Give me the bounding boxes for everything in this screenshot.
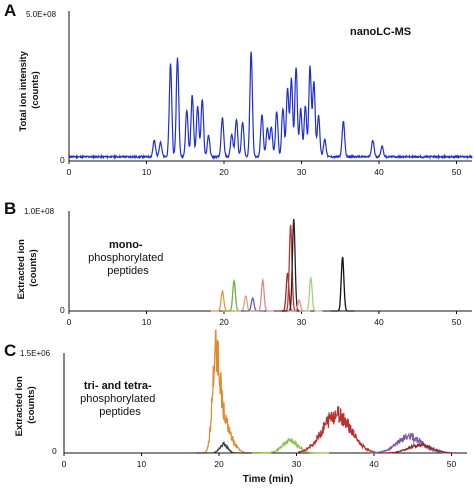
panel-c-x-tick-label: 10 <box>137 459 147 469</box>
panel-c-x-tick-label: 20 <box>214 459 224 469</box>
panel-a: A 5.0E+08 0 Total ion intensity (counts)… <box>4 1 473 177</box>
panel-b-series-line-1 <box>210 289 234 312</box>
panel-a-total-ion-trace <box>68 51 473 160</box>
panel-b-series-line-2 <box>222 278 246 312</box>
panel-a-ymax-label: 5.0E+08 <box>26 10 57 19</box>
panel-a-ymin-label: 0 <box>60 155 65 165</box>
panel-b-letter: B <box>4 199 16 218</box>
panel-b-ymax-label: 1.0E+08 <box>24 207 55 216</box>
panel-a-x-tick-label: 0 <box>67 167 72 177</box>
panel-b-series-line-10 <box>299 275 323 312</box>
panel-c-series-line-3 <box>251 437 330 454</box>
panel-a-x-ticks: 0 10 20 30 40 50 <box>67 161 462 177</box>
panel-c-ymin-label: 0 <box>52 446 57 456</box>
panel-c-ymax-label: 1.5E+06 <box>20 349 51 358</box>
panel-b-series-line-11 <box>330 256 355 312</box>
panel-b: B 1.0E+08 0 Extracted ion (counts) mono-… <box>4 199 472 327</box>
panel-c-annotation: tri- and tetra- phosphorylated peptides <box>80 376 160 418</box>
panel-b-ylabel-line1: Extracted ion <box>16 239 27 299</box>
panel-b-series-line-5 <box>251 277 274 312</box>
panel-c-series <box>195 329 460 454</box>
panel-a-x-tick-label: 10 <box>142 167 152 177</box>
panel-a-ylabel: Total ion intensity (counts) <box>18 48 41 131</box>
panel-c-series-line-1 <box>195 329 269 454</box>
panel-b-ylabel-line2: (counts) <box>28 249 39 286</box>
panel-b-x-tick-label: 50 <box>452 317 462 327</box>
panel-b-annotation-line1: mono- <box>109 239 143 251</box>
panel-c-ylabel-line2: (counts) <box>26 386 37 423</box>
panel-b-ymin-label: 0 <box>60 305 65 315</box>
panel-a-x-tick-label: 40 <box>374 167 384 177</box>
panel-c-x-tick-label: 40 <box>369 459 379 469</box>
panel-a-x-tick-label: 30 <box>297 167 307 177</box>
panel-c-x-tick-label: 30 <box>292 459 302 469</box>
panel-b-annotation: mono- phosphorylated peptides <box>88 235 168 277</box>
panel-b-series-line-4 <box>241 296 264 312</box>
panel-c-x-tick-label: 50 <box>447 459 457 469</box>
panel-c-letter: C <box>4 341 16 360</box>
panel-c-ylabel-line1: Extracted ion <box>14 376 25 436</box>
panel-b-x-ticks: 0 10 20 30 40 50 <box>67 311 462 327</box>
panel-c-annotation-line1: phosphorylated <box>80 393 155 405</box>
panel-c-series-line-6 <box>381 441 460 454</box>
panel-a-annotation: nanoLC-MS <box>350 26 411 38</box>
panel-b-series <box>210 218 355 312</box>
panel-b-x-tick-label: 0 <box>67 317 72 327</box>
panel-a-ylabel-line1: Total ion intensity <box>18 50 29 131</box>
panel-c-x-ticks: 0 10 20 30 40 50 <box>62 453 457 469</box>
panel-c-series-line-2 <box>195 441 263 454</box>
panel-b-x-tick-label: 10 <box>142 317 152 327</box>
panel-c-series-line-4 <box>297 405 376 453</box>
panel-a-x-tick-label: 20 <box>219 167 229 177</box>
panel-b-annotation-line3: peptides <box>107 265 149 277</box>
panel-c: C 1.5E+06 0 Extracted ion (counts) tri- … <box>4 329 467 485</box>
panel-b-annotation-line2: phosphorylated <box>88 252 163 264</box>
panel-a-x-tick-label: 50 <box>452 167 462 177</box>
panel-b-x-tick-label: 30 <box>297 317 307 327</box>
panel-c-annotation-bold: tri- and tetra- <box>84 380 152 392</box>
panel-b-x-tick-label: 20 <box>219 317 229 327</box>
panel-b-x-tick-label: 40 <box>374 317 384 327</box>
panel-c-xlabel: Time (min) <box>243 474 293 485</box>
panel-c-x-tick-label: 0 <box>62 459 67 469</box>
panel-c-annotation-line2: peptides <box>99 406 141 418</box>
panel-a-letter: A <box>4 1 16 20</box>
panel-c-ylabel: Extracted ion (counts) <box>14 374 37 437</box>
panel-b-ylabel: Extracted ion (counts) <box>16 237 39 300</box>
panel-a-ylabel-line2: (counts) <box>30 71 41 108</box>
